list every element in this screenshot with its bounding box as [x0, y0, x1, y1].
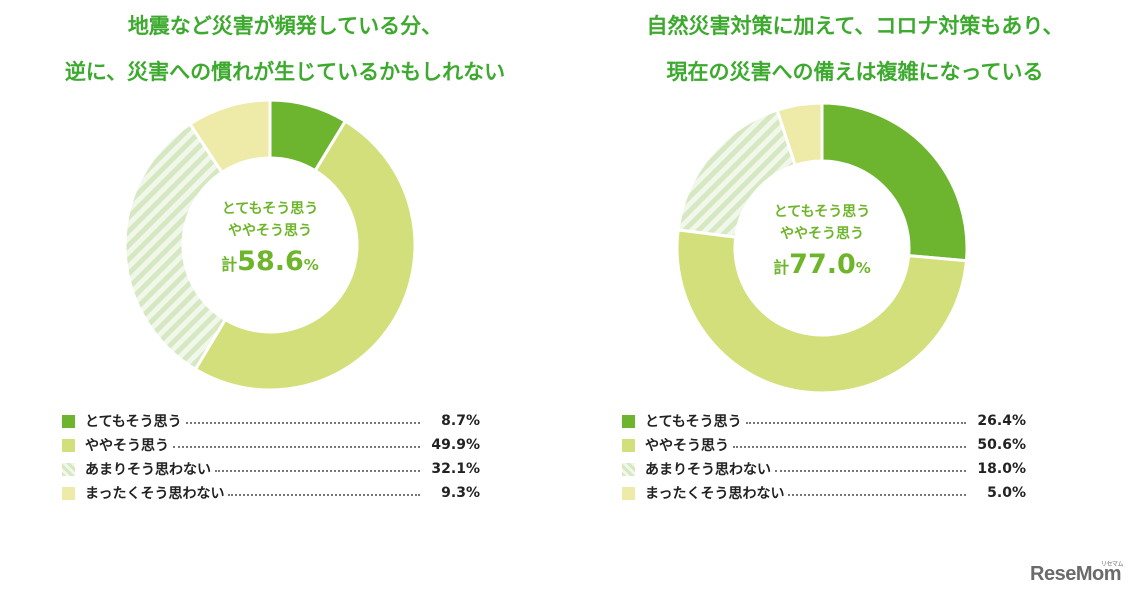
legend-value: 26.4% [977, 413, 1026, 429]
legend-value: 18.0% [977, 461, 1026, 477]
legend-item: まったくそう思わない 5.0% [622, 482, 1026, 504]
donut-chart [123, 98, 417, 392]
chart-title-line1: 地震など災害が頻発している分、 [127, 14, 443, 38]
legend-item: ややそう思う 49.9% [62, 434, 480, 456]
legend-label: まったくそう思わない [645, 486, 785, 502]
legend-leader-dots [185, 421, 420, 424]
legend-label: とてもそう思う [645, 414, 742, 430]
legend-swatch [622, 414, 635, 428]
slice-strongly-agree [820, 101, 969, 263]
logo-text: ReseMom [1030, 563, 1121, 585]
legend-swatch [62, 438, 75, 452]
logo-sup: リセマム [1100, 562, 1124, 568]
legend-swatch [622, 462, 635, 476]
legend-swatch [62, 486, 75, 500]
legend-leader-dots [788, 493, 966, 496]
resemom-logo: ReseMom リセマム [1030, 562, 1123, 586]
legend-label: ややそう思う [85, 438, 169, 454]
center-total-value: 58.6 [237, 246, 304, 277]
legend-item: あまりそう思わない 32.1% [62, 458, 480, 480]
legend-leader-dots [228, 493, 420, 496]
slice-somewhat-agree [675, 228, 969, 395]
center-total-unit: % [855, 259, 871, 277]
legend-swatch [62, 414, 75, 428]
slice-not-at-all [187, 98, 272, 175]
center-total: 計58.6% [195, 246, 345, 281]
legend-swatch [622, 438, 635, 452]
legend-value: 5.0% [987, 485, 1026, 501]
slice-not-at-all [775, 101, 824, 168]
legend-item: とてもそう思う 26.4% [622, 410, 1026, 432]
center-total: 計77.0% [747, 249, 897, 284]
donut-center-label: とてもそう思う ややそう思う 計77.0% [747, 201, 897, 284]
chart-title-line2: 現在の災害への備えは複雑になっている [666, 60, 1044, 84]
chart-title-line2: 逆に、災害への慣れが生じているかもしれない [64, 60, 506, 84]
legend-label: ややそう思う [645, 438, 729, 454]
legend-leader-dots [745, 421, 966, 424]
chart-title-line1: 自然災害対策に加えて、コロナ対策もあり、 [646, 14, 1064, 38]
legend-value: 49.9% [431, 437, 480, 453]
legend-value: 32.1% [431, 461, 480, 477]
donut-chart [675, 101, 969, 395]
chart-legend: とてもそう思う 26.4% ややそう思う 50.6% あまりそう思わない 18.0% まった… [622, 410, 1026, 510]
center-total-value: 77.0 [789, 249, 856, 280]
legend-leader-dots [173, 445, 420, 448]
center-line2: ややそう思う [780, 226, 864, 242]
legend-label: あまりそう思わない [645, 462, 771, 478]
legend-item: とてもそう思う 8.7% [62, 410, 480, 432]
legend-leader-dots [215, 469, 420, 472]
chart-legend: とてもそう思う 8.7% ややそう思う 49.9% あまりそう思わない 32.1% まったく… [62, 410, 480, 510]
legend-leader-dots [733, 445, 966, 448]
legend-label: あまりそう思わない [85, 462, 211, 478]
legend-swatch [622, 486, 635, 500]
legend-item: まったくそう思わない 9.3% [62, 482, 480, 504]
legend-value: 8.7% [441, 413, 480, 429]
chart-panel-left: 地震など災害が頻発している分、 逆に、災害への慣れが生じているかもしれない とて… [0, 0, 570, 598]
slice-not-much [123, 121, 228, 372]
donut-center-label: とてもそう思う ややそう思う 計58.6% [195, 198, 345, 281]
center-total-prefix: 計 [773, 258, 790, 277]
center-total-unit: % [303, 256, 319, 274]
legend-value: 50.6% [977, 437, 1026, 453]
center-total-prefix: 計 [221, 255, 238, 274]
legend-value: 9.3% [441, 485, 480, 501]
center-line1: とてもそう思う [221, 201, 319, 217]
center-line1: とてもそう思う [773, 204, 871, 220]
legend-leader-dots [775, 469, 966, 472]
legend-swatch [62, 462, 75, 476]
legend-label: まったくそう思わない [85, 486, 225, 502]
slice-somewhat-agree [193, 119, 417, 392]
center-line2: ややそう思う [228, 223, 312, 239]
legend-label: とてもそう思う [85, 414, 182, 430]
chart-panel-right: 自然災害対策に加えて、コロナ対策もあり、 現在の災害への備えは複雑になっている … [570, 0, 1140, 598]
legend-item: ややそう思う 50.6% [622, 434, 1026, 456]
legend-item: あまりそう思わない 18.0% [622, 458, 1026, 480]
